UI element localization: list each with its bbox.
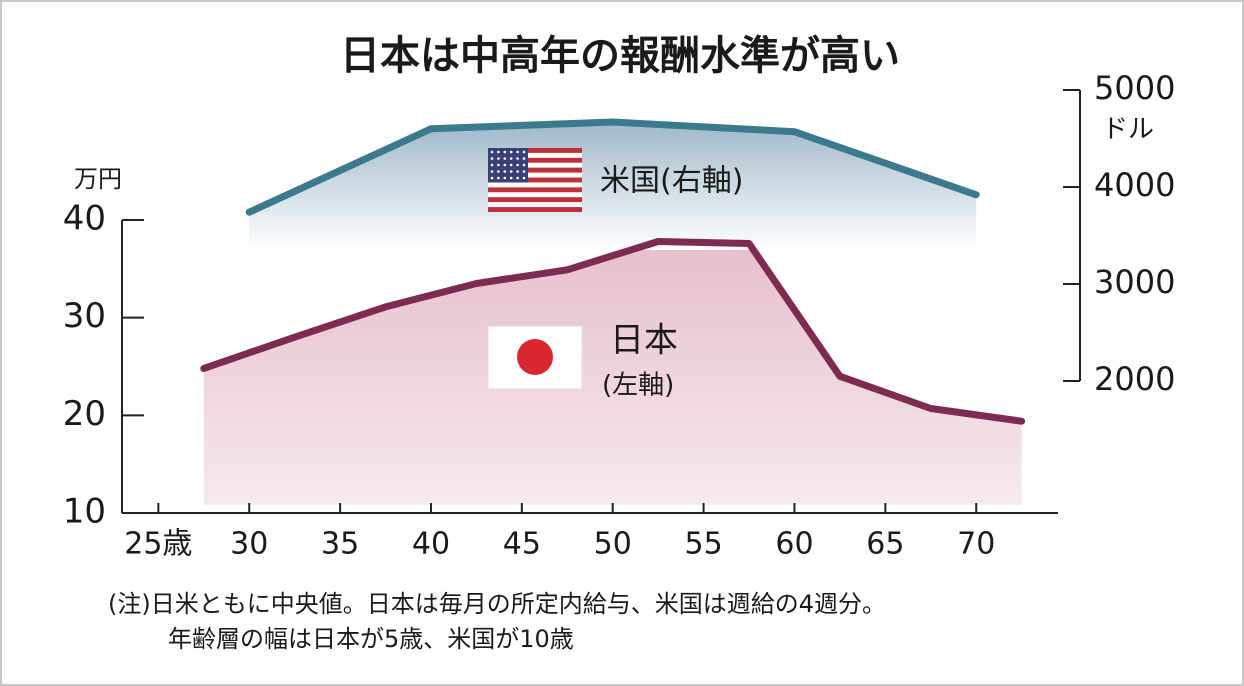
x-tick-label: 45 (503, 527, 541, 562)
x-tick-label: 25歳 (124, 527, 192, 562)
flag-star (522, 157, 526, 160)
flag-stripe (488, 152, 582, 158)
flag-star (509, 157, 513, 160)
flag-stripe (488, 202, 582, 208)
note: (注)日米ともに中央値。日本は毎月の所定内給与、米国は週給の4週分。 (108, 590, 886, 618)
flag-stripe (488, 182, 582, 188)
flag-star (509, 150, 513, 154)
x-tick-label: 30 (230, 527, 268, 562)
flag-star (497, 150, 500, 154)
line (200, 237, 1026, 425)
flag-stripe (488, 148, 582, 153)
chart-title: 日本は中高年の報酬水準が高い (340, 33, 900, 79)
x-tick-label: 40 (412, 527, 450, 562)
note: 年齢層の幅は日本が5歳、米国が10歳 (168, 625, 574, 653)
x-tick-label: 60 (775, 527, 813, 562)
area (203, 241, 1022, 505)
flag-star (509, 170, 513, 173)
flag-stripe (488, 192, 582, 198)
flag-stripe (488, 157, 582, 163)
y-tick-label: 10 (63, 492, 106, 532)
flag-star (490, 170, 494, 173)
flag-star (522, 163, 526, 167)
flag-star (490, 163, 494, 167)
y2-tick-label: 5000 (1094, 69, 1175, 107)
flag-star (503, 157, 507, 160)
flag-star (509, 163, 513, 167)
line (245, 118, 980, 216)
us-flag (488, 148, 582, 212)
axis-note: (左軸) (602, 371, 674, 401)
flag-star (522, 176, 526, 180)
flag-star (490, 176, 494, 180)
flag-stripe (488, 162, 582, 168)
flag-stripe (488, 207, 582, 212)
x-tick-label: 50 (594, 527, 632, 562)
flag-star (503, 150, 507, 154)
y-tick-label: 30 (63, 296, 106, 336)
x-tick-label: 55 (684, 527, 722, 562)
flag-star (497, 163, 500, 167)
flag-star (497, 176, 500, 180)
flag-stripe (488, 177, 582, 183)
flag-star (503, 176, 507, 180)
y-unit: 万円 (74, 165, 122, 193)
flag-star (497, 170, 500, 173)
flag-star (509, 176, 513, 180)
flag-star (516, 150, 519, 154)
x-tick-label: 70 (957, 527, 995, 562)
flag-stripe (488, 172, 582, 178)
flag-stripe (488, 187, 582, 193)
flag-star (503, 170, 507, 173)
area (249, 122, 977, 250)
flag-star (516, 170, 519, 173)
x-tick-label: 65 (866, 527, 904, 562)
flag-stripe (488, 197, 582, 203)
y2-tick-label: 4000 (1094, 166, 1175, 204)
flag-star (490, 157, 494, 160)
flag-star (497, 157, 500, 160)
y2-unit: ドル (1102, 115, 1154, 145)
flag-star (516, 157, 519, 160)
series-label: 日本 (610, 321, 678, 361)
flag-star (503, 163, 507, 167)
flag-star (522, 170, 526, 173)
flag-canton (488, 148, 528, 183)
flag-star (516, 176, 519, 180)
jp-flag-circle (517, 339, 553, 375)
x-tick-label: 35 (321, 527, 359, 562)
y-tick-label: 40 (63, 199, 106, 239)
flag-stripe (488, 167, 582, 173)
y2-tick-label: 3000 (1094, 263, 1175, 301)
flag-star (490, 150, 494, 154)
series-label: 米国(右軸) (600, 164, 743, 199)
y2-tick-label: 2000 (1094, 360, 1175, 398)
flag-star (516, 163, 519, 167)
flag-star (522, 150, 526, 154)
y-tick-label: 20 (63, 394, 106, 434)
flags (487, 148, 583, 390)
